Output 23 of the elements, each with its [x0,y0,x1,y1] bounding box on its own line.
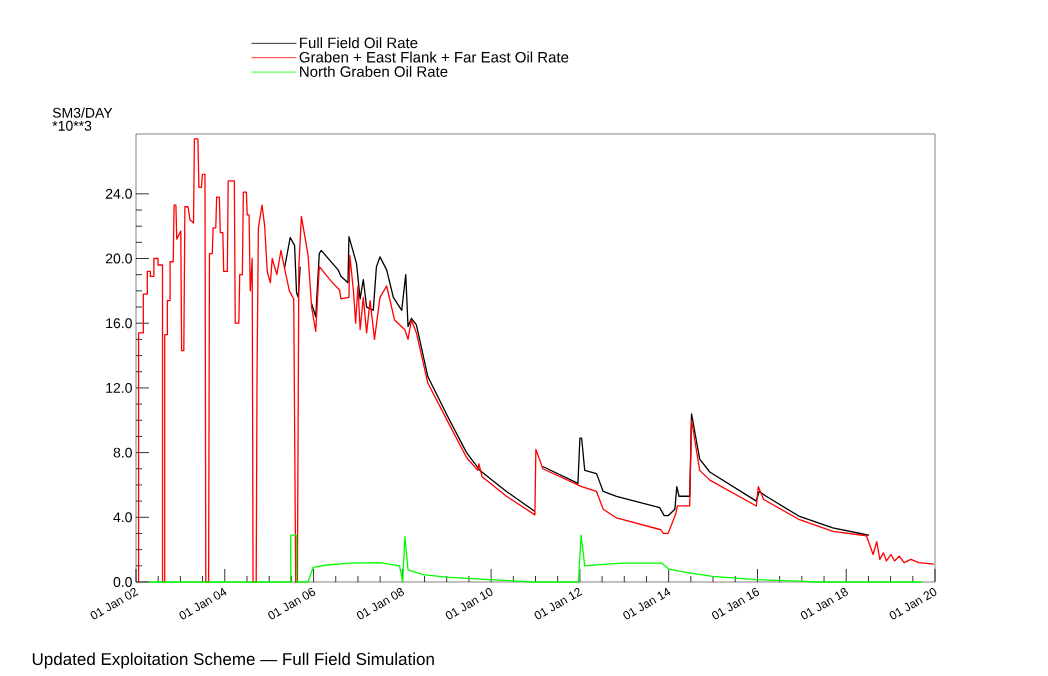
legend-label: Full Field Oil Rate [300,37,418,49]
legend-label: North Graben Oil Rate [300,65,448,77]
x-tick-label: 01 Jan 10 [445,588,493,620]
x-tick-label: 01 Jan 18 [800,588,848,620]
y-axis-title: SM3/DAY *10**3 [52,107,113,131]
x-tick-label: 01 Jan 02 [90,588,139,620]
x-tick-label: 01 Jan 14 [623,587,671,620]
x-tick-label: 01 Jan 12 [534,588,583,620]
line-series [148,534,923,583]
y-tick-label: 16.0 [106,318,132,329]
text: Updated Exploitation Scheme — Full Field Simulation [32,652,434,669]
x-tick-label: 01 Jan 06 [268,587,316,620]
y-tick-label: 24.0 [105,188,132,199]
x-tick-label: 01 Jan 08 [356,588,404,620]
x-tick-label: 01 Jan 20 [889,588,937,620]
y-tick-label: 20.0 [105,253,132,264]
x-tick-label: 01 Jan 04 [179,587,227,620]
y-tick-label: 4.0 [113,512,132,523]
legend-label: Graben + East Flank + Far East Oil Rate [299,51,569,63]
y-tick-label: 12.0 [106,382,132,393]
x-tick-label: 01 Jan 16 [712,587,759,620]
y-tick-label: 8.0 [113,447,132,458]
y-tick-label: 0.0 [113,577,132,587]
